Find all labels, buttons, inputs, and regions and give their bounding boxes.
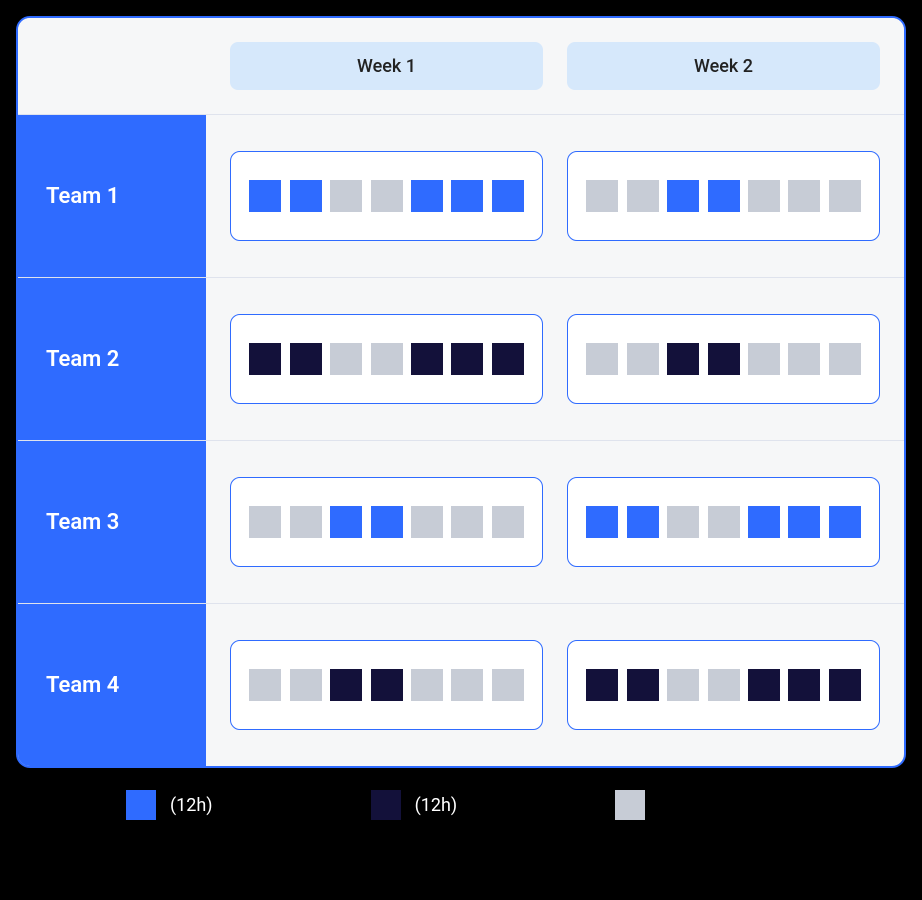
legend-item <box>615 790 659 820</box>
day-cell <box>667 180 699 212</box>
day-cell <box>290 669 322 701</box>
day-cell <box>249 506 281 538</box>
day-cell <box>290 506 322 538</box>
legend-swatch <box>615 790 645 820</box>
team-label: Team 4 <box>18 604 206 766</box>
day-cell <box>411 180 443 212</box>
day-cell <box>330 669 362 701</box>
day-cell <box>788 180 820 212</box>
day-cell <box>627 506 659 538</box>
team-content <box>206 278 904 440</box>
day-cell <box>829 506 861 538</box>
day-cell <box>748 180 780 212</box>
day-cell <box>829 180 861 212</box>
day-cell <box>492 669 524 701</box>
week-box <box>567 477 880 567</box>
day-cell <box>371 506 403 538</box>
day-cell <box>249 669 281 701</box>
day-cell <box>492 506 524 538</box>
day-cell <box>667 343 699 375</box>
day-cell <box>748 343 780 375</box>
day-cell <box>748 506 780 538</box>
team-row: Team 2 <box>18 278 904 441</box>
day-cell <box>411 343 443 375</box>
week-box <box>567 151 880 241</box>
day-cell <box>708 180 740 212</box>
day-cell <box>371 669 403 701</box>
team-row: Team 3 <box>18 441 904 604</box>
day-cell <box>829 669 861 701</box>
header-row: Week 1 Week 2 <box>18 18 904 115</box>
legend-item: (12h) <box>371 790 458 820</box>
day-cell <box>249 343 281 375</box>
week-header-1: Week 1 <box>230 42 543 90</box>
day-cell <box>788 506 820 538</box>
day-cell <box>708 343 740 375</box>
day-cell <box>586 343 618 375</box>
team-content <box>206 115 904 277</box>
day-cell <box>708 669 740 701</box>
day-cell <box>748 669 780 701</box>
day-cell <box>290 343 322 375</box>
day-cell <box>586 669 618 701</box>
day-cell <box>330 343 362 375</box>
day-cell <box>330 180 362 212</box>
legend-swatch <box>126 790 156 820</box>
day-cell <box>249 180 281 212</box>
legend-swatch <box>371 790 401 820</box>
header-spacer <box>18 18 206 114</box>
team-label: Team 2 <box>18 278 206 440</box>
schedule-panel: Week 1 Week 2 Team 1Team 2Team 3Team 4 <box>16 16 906 768</box>
day-cell <box>708 506 740 538</box>
day-cell <box>627 343 659 375</box>
week-box <box>567 314 880 404</box>
day-cell <box>788 343 820 375</box>
team-content <box>206 604 904 766</box>
day-cell <box>492 180 524 212</box>
day-cell <box>627 180 659 212</box>
week-box <box>230 640 543 730</box>
day-cell <box>451 343 483 375</box>
week-header-2: Week 2 <box>567 42 880 90</box>
team-rows: Team 1Team 2Team 3Team 4 <box>18 115 904 766</box>
day-cell <box>290 180 322 212</box>
day-cell <box>371 180 403 212</box>
team-row: Team 1 <box>18 115 904 278</box>
week-box <box>230 151 543 241</box>
legend-label: (12h) <box>170 795 213 816</box>
day-cell <box>371 343 403 375</box>
day-cell <box>451 180 483 212</box>
legend-label: (12h) <box>415 795 458 816</box>
day-cell <box>411 506 443 538</box>
team-label: Team 1 <box>18 115 206 277</box>
day-cell <box>788 669 820 701</box>
day-cell <box>667 669 699 701</box>
day-cell <box>492 343 524 375</box>
day-cell <box>451 669 483 701</box>
day-cell <box>627 669 659 701</box>
day-cell <box>330 506 362 538</box>
team-label: Team 3 <box>18 441 206 603</box>
week-box <box>230 314 543 404</box>
week-box <box>230 477 543 567</box>
day-cell <box>586 180 618 212</box>
team-row: Team 4 <box>18 604 904 766</box>
day-cell <box>667 506 699 538</box>
week-box <box>567 640 880 730</box>
week-headers: Week 1 Week 2 <box>206 18 904 114</box>
legend-item: (12h) <box>126 790 213 820</box>
day-cell <box>829 343 861 375</box>
day-cell <box>586 506 618 538</box>
day-cell <box>411 669 443 701</box>
day-cell <box>451 506 483 538</box>
legend: (12h) (12h) <box>16 768 906 820</box>
team-content <box>206 441 904 603</box>
